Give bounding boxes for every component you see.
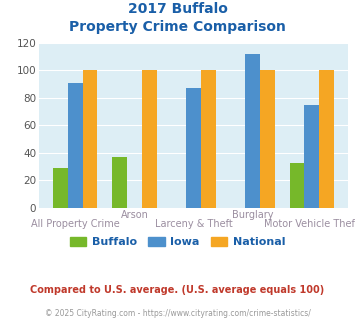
- Bar: [319, 70, 334, 208]
- Text: Motor Vehicle Theft: Motor Vehicle Theft: [264, 219, 355, 229]
- Bar: [245, 54, 260, 208]
- Bar: [112, 157, 127, 208]
- Bar: [304, 105, 319, 208]
- Text: Larceny & Theft: Larceny & Theft: [154, 219, 233, 229]
- Text: 2017 Buffalo: 2017 Buffalo: [127, 2, 228, 16]
- Bar: [68, 83, 83, 208]
- Bar: [201, 70, 215, 208]
- Text: Arson: Arson: [120, 210, 148, 219]
- Text: Compared to U.S. average. (U.S. average equals 100): Compared to U.S. average. (U.S. average …: [31, 285, 324, 295]
- Bar: [142, 70, 157, 208]
- Text: All Property Crime: All Property Crime: [31, 219, 120, 229]
- Text: Property Crime Comparison: Property Crime Comparison: [69, 20, 286, 34]
- Bar: [186, 88, 201, 208]
- Bar: [83, 70, 97, 208]
- Text: Burglary: Burglary: [232, 210, 273, 219]
- Text: © 2025 CityRating.com - https://www.cityrating.com/crime-statistics/: © 2025 CityRating.com - https://www.city…: [45, 309, 310, 317]
- Bar: [53, 168, 68, 208]
- Bar: [290, 163, 304, 208]
- Bar: [260, 70, 275, 208]
- Legend: Buffalo, Iowa, National: Buffalo, Iowa, National: [65, 233, 290, 252]
